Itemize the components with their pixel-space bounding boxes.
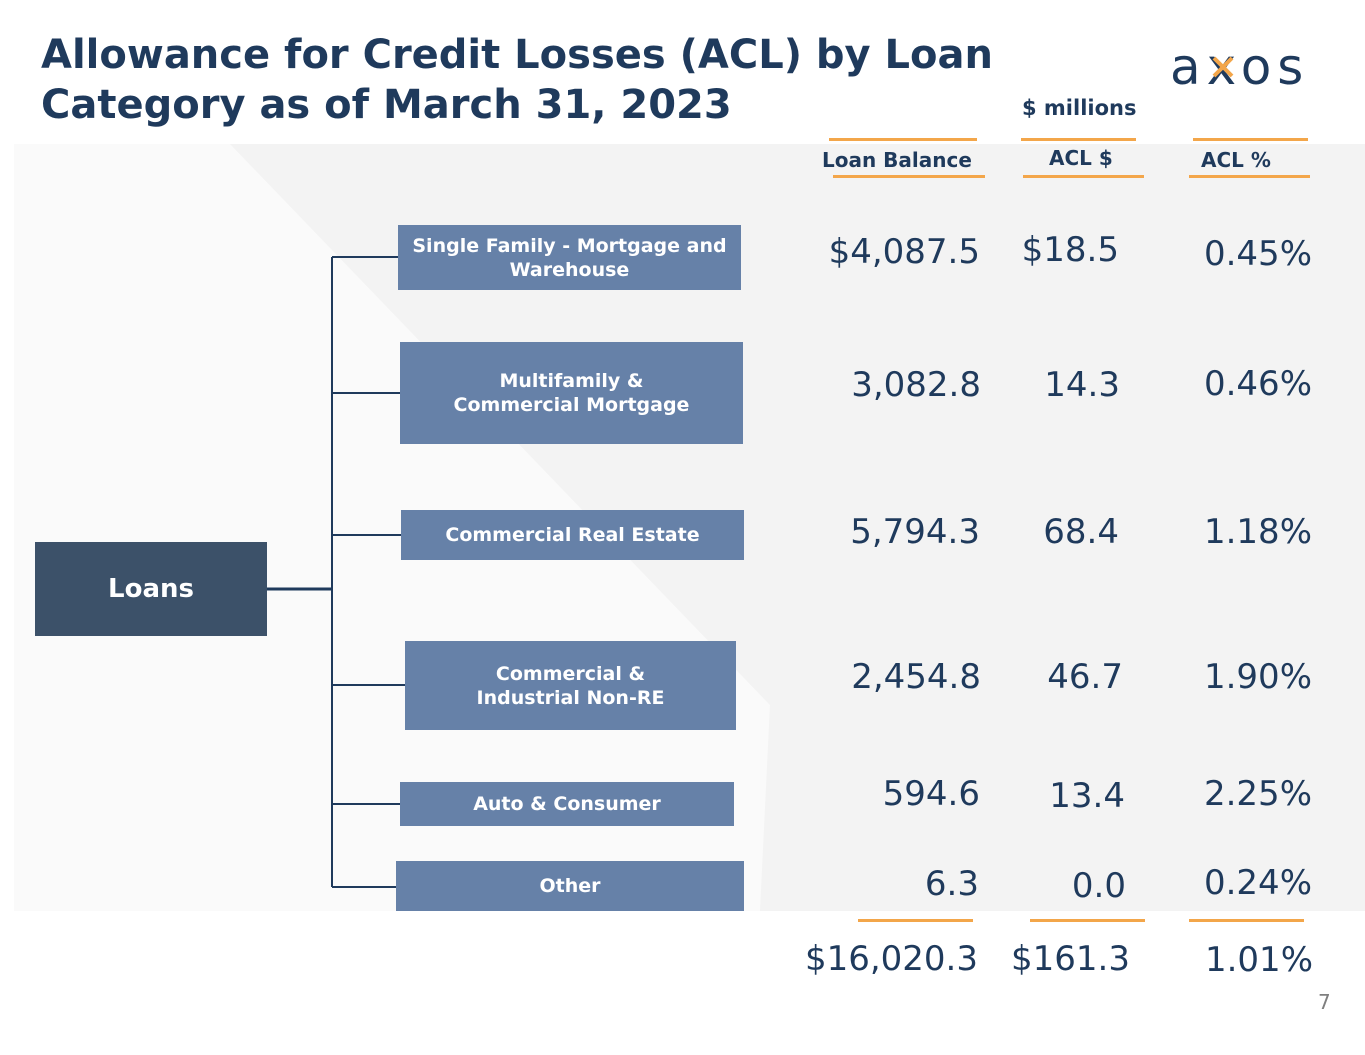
acl-dollars-value: $18.5 <box>1021 230 1119 270</box>
category-auto-consumer: Auto & Consumer <box>400 782 734 826</box>
total-acl-dollars: $161.3 <box>1011 939 1130 979</box>
header-rule-top <box>829 138 977 141</box>
header-rule-bottom <box>1023 175 1144 178</box>
svg-text:axos: axos <box>1170 40 1309 94</box>
acl-percent-value: 1.90% <box>1203 657 1312 697</box>
acl-dollars-value: 13.4 <box>1049 776 1125 816</box>
header-rule-bottom <box>1189 175 1310 178</box>
header-rule-top <box>1021 138 1136 141</box>
loan-balance-value: 594.6 <box>882 774 980 814</box>
acl-percent-value: 0.45% <box>1203 234 1312 274</box>
column-header-acl-dollars: ACL $ <box>1049 146 1113 170</box>
total-rule <box>1030 919 1145 922</box>
acl-percent-value: 1.18% <box>1203 512 1312 552</box>
units-label: $ millions <box>1022 96 1137 120</box>
page-number: 7 <box>1318 990 1331 1014</box>
total-loan-balance: $16,020.3 <box>804 939 978 979</box>
header-rule-top <box>1193 138 1308 141</box>
acl-dollars-value: 46.7 <box>1047 657 1123 697</box>
axos-logo: axos <box>1170 40 1309 94</box>
page-title: Allowance for Credit Losses (ACL) by Loa… <box>41 32 993 128</box>
total-rule <box>858 919 973 922</box>
loan-balance-value: 2,454.8 <box>851 657 981 697</box>
loan-balance-value: $4,087.5 <box>828 232 980 272</box>
column-header-loan-balance: Loan Balance <box>822 148 972 172</box>
acl-percent-value: 0.24% <box>1203 863 1312 903</box>
loans-root-box: Loans <box>35 542 267 636</box>
total-acl-percent: 1.01% <box>1204 940 1313 980</box>
header-rule-bottom <box>833 175 985 178</box>
loan-balance-value: 6.3 <box>924 864 979 904</box>
column-header-acl-percent: ACL % <box>1201 148 1271 172</box>
category-commercial-real-estate: Commercial Real Estate <box>401 510 744 560</box>
category-other: Other <box>396 861 744 911</box>
total-rule <box>1189 919 1304 922</box>
category-multifamily: Multifamily & Commercial Mortgage <box>400 342 743 444</box>
acl-dollars-value: 0.0 <box>1071 866 1126 906</box>
category-single-family: Single Family - Mortgage and Warehouse <box>398 225 741 290</box>
acl-dollars-value: 14.3 <box>1044 365 1120 405</box>
loan-balance-value: 3,082.8 <box>851 365 981 405</box>
acl-percent-value: 2.25% <box>1203 774 1312 814</box>
category-commercial-industrial: Commercial & Industrial Non-RE <box>405 641 736 730</box>
acl-percent-value: 0.46% <box>1203 364 1312 404</box>
loan-balance-value: 5,794.3 <box>850 512 980 552</box>
acl-dollars-value: 68.4 <box>1043 512 1119 552</box>
